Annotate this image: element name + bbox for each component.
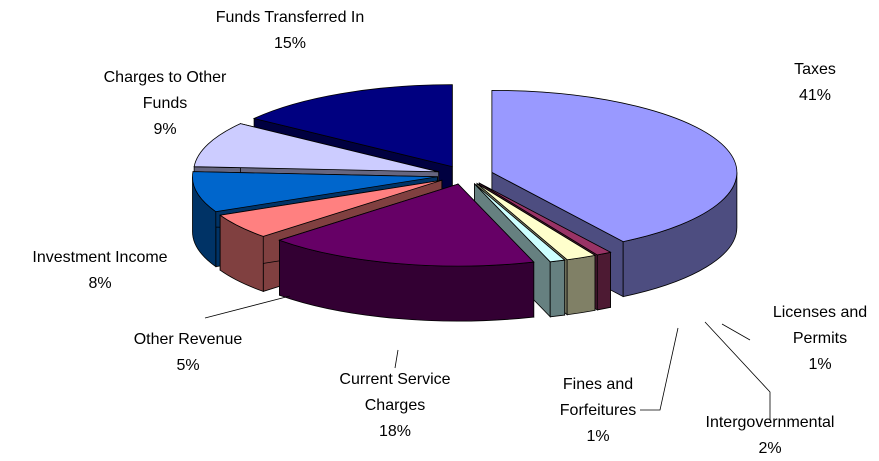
slice-top [479, 182, 612, 256]
category-name: Investment Income [32, 249, 168, 266]
category-name: Current Service Charges [339, 371, 451, 414]
slice-side [566, 254, 596, 316]
category-name: Funds Transferred In [215, 9, 365, 26]
slice-label: Current Service Charges 18% [325, 367, 465, 445]
leader-line [394, 349, 399, 369]
value-label: 1% [586, 428, 610, 445]
value-label: 41% [798, 87, 832, 104]
category-name: Intergovernmental [705, 414, 835, 431]
value-label: 8% [88, 275, 112, 292]
slice-top [278, 183, 535, 267]
value-label: 18% [378, 423, 412, 440]
pie-slice [278, 183, 535, 322]
category-name: Licenses and Permits [772, 304, 868, 347]
leader-line [204, 295, 291, 319]
slice-label: Other Revenue 5% [108, 327, 268, 379]
slice-side [596, 251, 611, 311]
value-label: 2% [758, 440, 782, 457]
leader-line [640, 327, 679, 411]
value-label: 15% [273, 35, 307, 52]
value-label: 5% [176, 357, 200, 374]
slice-label: Fines and Forfeitures 1% [543, 372, 653, 450]
slice-label: Intergovernmental 2% [680, 410, 860, 461]
slice-top [192, 171, 438, 213]
slice-side [549, 259, 566, 318]
slice-label: Investment Income 8% [0, 245, 200, 297]
category-name: Charges to Other Funds [103, 69, 227, 112]
slice-label: Licenses and Permits 1% [760, 300, 879, 378]
slice-top [252, 84, 453, 168]
slice-label: Funds Transferred In 15% [215, 5, 365, 57]
slice-top [491, 89, 738, 243]
value-label: 1% [808, 356, 832, 373]
value-label: 9% [153, 121, 177, 138]
category-name: Other Revenue [133, 331, 243, 348]
slice-label: Taxes 41% [755, 57, 875, 109]
leader-line [704, 321, 771, 420]
category-name: Taxes [794, 61, 836, 78]
slice-top [476, 183, 597, 261]
category-name: Fines and Forfeitures [559, 376, 637, 419]
slice-top [219, 179, 442, 237]
slice-top [193, 123, 439, 173]
leader-line [721, 323, 751, 341]
slice-top [474, 183, 566, 263]
slice-label: Charges to Other Funds 9% [90, 65, 240, 143]
